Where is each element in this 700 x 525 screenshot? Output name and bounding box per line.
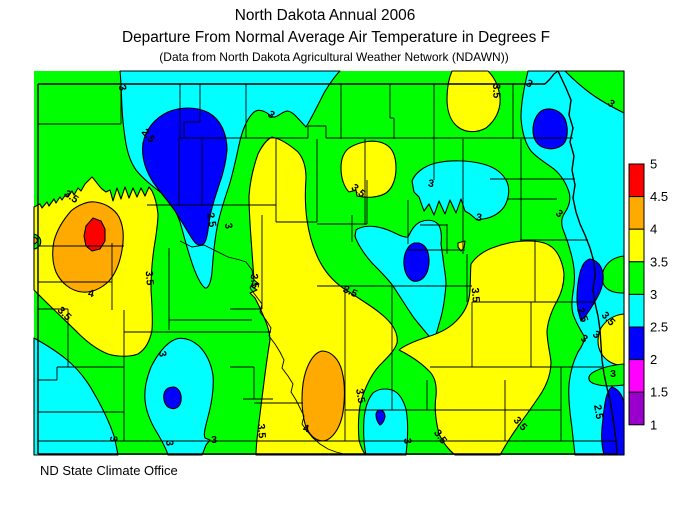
contour-label: 3.5	[490, 83, 503, 98]
colorbar-cell-orange	[628, 196, 645, 230]
contour-label: 3.5	[143, 270, 156, 286]
credit-text: ND State Climate Office	[40, 463, 178, 478]
contour-label: 2.5	[591, 404, 605, 421]
state-border	[37, 70, 618, 455]
contour-label: 4	[302, 422, 310, 435]
contour-label: 3.5	[353, 388, 367, 405]
colorbar-tick-label: 2.5	[650, 320, 668, 335]
contour-label: 4	[87, 287, 95, 300]
colorbar-cell-purple	[628, 391, 645, 426]
colorbar-tick-label: 4	[650, 222, 657, 237]
county-lines	[38, 84, 617, 455]
colorbar-cell-red	[628, 163, 645, 198]
region-blue-dart-south	[375, 409, 386, 426]
contour-label: 3	[401, 438, 413, 445]
region-blue-northeast	[532, 108, 568, 150]
contour-label: 3	[107, 436, 119, 443]
colorbar: 5 4.5 4 3.5 3 2.5 2 1.5 1	[628, 157, 668, 432]
colorbar-cell-cyan	[628, 293, 645, 328]
contour-label: 3	[524, 77, 535, 90]
region-orange-left-edge-sliver	[33, 236, 38, 245]
contour-label: 3.5	[341, 283, 359, 300]
region-green-east-edge-patch2	[588, 363, 625, 387]
colorbar-cell-green	[628, 261, 645, 295]
contour-label: 3	[476, 212, 483, 224]
contour-label: 2.5	[204, 212, 218, 229]
region-blue-center-egg	[403, 242, 430, 282]
contour-label: 3.5	[248, 273, 261, 289]
colorbar-tick-label: 1.5	[650, 385, 668, 400]
colorbar-cell-magenta	[628, 359, 645, 393]
region-orange-central	[301, 350, 345, 442]
contour-label: 3.5	[469, 287, 482, 303]
contour-label: 3	[222, 222, 235, 230]
contour-label: 3	[156, 350, 169, 358]
county-line	[179, 240, 345, 455]
region-green-northeast-corner	[564, 70, 625, 114]
map-title: North Dakota Annual 2006	[234, 7, 416, 24]
contour-label: 3	[163, 440, 175, 447]
contour-label: 3	[427, 177, 435, 190]
state-border-northeast_peak	[544, 70, 559, 85]
contour-label: 2.5	[574, 306, 590, 324]
region-blue-east-kidney	[576, 258, 604, 322]
colorbar-tick-label: 3	[650, 287, 657, 302]
region-blue-south-small	[163, 386, 182, 410]
region-cyan-southwest	[33, 337, 119, 456]
region-cyan-northeast-strip	[520, 70, 625, 456]
colorbar-cell-blue	[628, 326, 645, 361]
region-yellow-big-east	[398, 240, 565, 456]
region-cyan-south-center	[363, 388, 409, 456]
region-red-west	[83, 217, 106, 252]
colorbar-tick-label: 2	[650, 352, 657, 367]
region-yellow-second-blob	[340, 140, 397, 198]
colorbar-tick-label: 1	[650, 417, 657, 432]
contour-label: 3	[610, 368, 616, 380]
contour-label: 3	[578, 332, 590, 345]
map-subtitle: Departure From Normal Average Air Temper…	[122, 29, 550, 46]
map-source-note: (Data from North Dakota Agricultural Wea…	[159, 50, 509, 64]
colorbar-tick-label: 3.5	[650, 254, 668, 269]
contour-label: 3	[211, 434, 217, 446]
region-yellow-central-band	[248, 136, 398, 456]
region-yellow-east-edge	[597, 313, 625, 367]
state-border-river_east	[557, 70, 618, 455]
contour-label: 3	[116, 84, 129, 93]
contour-label: 3	[265, 108, 277, 121]
region-cyan-center-blob	[411, 160, 510, 221]
contour-regions	[33, 70, 625, 456]
region-yellow-top-center	[446, 70, 501, 133]
colorbar-tick-label: 4.5	[650, 189, 668, 204]
contour-label: 3	[605, 97, 617, 110]
region-blue-north-central	[142, 107, 228, 246]
colorbar-tick-label: 5	[650, 157, 657, 172]
colorbar-cell-yellow	[628, 228, 645, 263]
contour-label: 3.5	[255, 423, 268, 439]
